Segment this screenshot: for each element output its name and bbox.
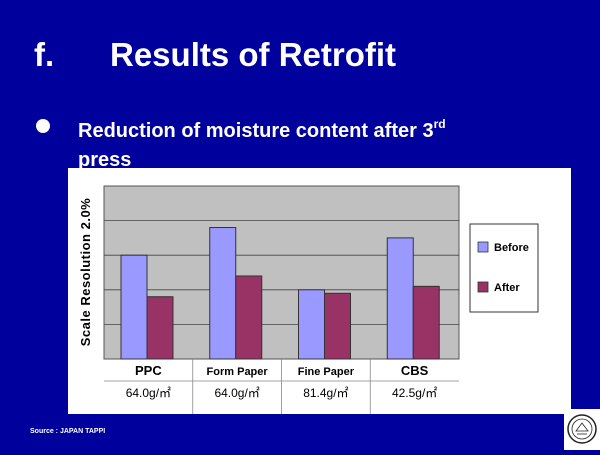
legend-label-after: After <box>494 282 520 294</box>
bullet-end-text: press <box>78 149 132 171</box>
bar-chart-svg: Scale Resolution 2.0% PPC 64.0g/㎡ Form Pape… <box>78 185 539 414</box>
x-tick-label: CBS <box>401 363 429 378</box>
slide-title-text: Results of Retrofit <box>110 36 397 73</box>
bar-after-ppc <box>146 296 174 360</box>
slide-section-number: f. <box>34 36 55 73</box>
x-tick-label: Form Paper <box>207 366 269 378</box>
source-note: Source : JAPAN TAPPI <box>30 428 106 435</box>
bar-before-ppc <box>120 254 148 360</box>
bullet-dot-icon <box>36 119 50 133</box>
bullet-superscript: rd <box>433 117 446 131</box>
y-axis-label: Scale Resolution 2.0% <box>78 198 93 347</box>
basis-weight-label: 64.0g/㎡ <box>214 386 259 400</box>
legend-swatch-before <box>477 241 489 253</box>
bar-before-form-paper <box>209 227 237 360</box>
slide-title: f. Results of Retrofit <box>34 36 396 74</box>
bar-after-cbs <box>412 285 440 360</box>
basis-weight-label: 42.5g/㎡ <box>392 386 437 400</box>
x-tick-label: PPC <box>135 363 162 378</box>
seal-logo-icon <box>567 414 597 444</box>
legend-box <box>469 223 539 313</box>
basis-weight-label: 64.0g/㎡ <box>126 386 171 400</box>
bullet-item: Reduction of moisture content after 3rd … <box>34 110 574 175</box>
legend-label-before: Before <box>494 242 529 254</box>
bar-before-cbs <box>386 237 414 360</box>
bar-after-form-paper <box>235 275 263 360</box>
basis-weight-label: 81.4g/㎡ <box>303 386 348 400</box>
x-tick-label: Fine Paper <box>298 366 355 378</box>
japan-tappi-seal <box>564 409 600 450</box>
bar-chart: Scale Resolution 2.0% PPC 64.0g/㎡ Form Pape… <box>68 168 571 414</box>
bullet-text: Reduction of moisture content after 3rd … <box>78 110 574 175</box>
bullet-main-text: Reduction of moisture content after 3 <box>78 120 434 142</box>
bar-after-fine-paper <box>324 292 351 360</box>
legend-swatch-after <box>477 281 489 293</box>
bar-before-fine-paper <box>298 289 325 360</box>
